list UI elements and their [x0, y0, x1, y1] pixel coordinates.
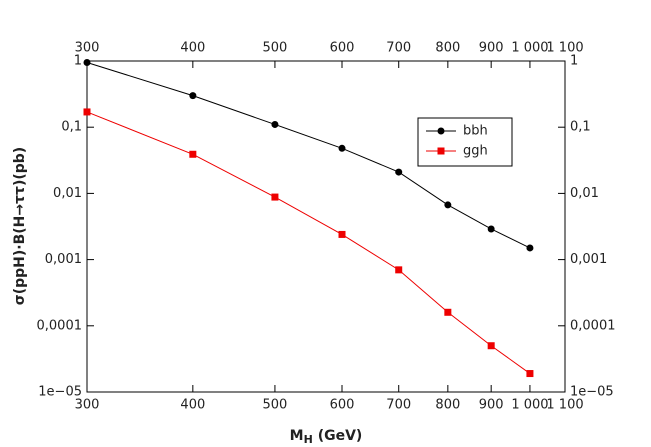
data-point [83, 58, 91, 66]
data-point [189, 150, 197, 158]
legend-label: ggh [463, 144, 488, 159]
plot-frame [86, 60, 566, 393]
y-tick-label-right: 0,1 [570, 120, 591, 135]
data-point [487, 342, 495, 350]
x-tick-label-top: 600 [330, 41, 355, 56]
legend-marker [437, 147, 445, 155]
x-tick-label: 1 100 [546, 398, 583, 413]
data-point [526, 244, 534, 252]
x-tick-label-top: 800 [435, 41, 460, 56]
y-tick-label: 0,01 [53, 186, 82, 201]
x-tick-label: 900 [479, 398, 504, 413]
x-axis-label: MH (GeV) [290, 428, 363, 446]
data-point [444, 201, 452, 209]
y-axis-label: σ(ppH)·B(H→ττ)(pb) [12, 147, 28, 305]
x-tick-label: 1 000 [511, 398, 548, 413]
x-tick-label-top: 300 [75, 41, 100, 56]
x-tick-label-top: 400 [180, 41, 205, 56]
x-tick-label: 400 [180, 398, 205, 413]
legend-box [417, 117, 513, 167]
data-point [271, 120, 279, 128]
y-tick-label: 0,1 [61, 120, 82, 135]
y-tick-label: 1e−05 [38, 385, 82, 400]
y-tick-label: 0,001 [45, 252, 82, 267]
x-tick-label: 700 [386, 398, 411, 413]
x-tick-label: 800 [435, 398, 460, 413]
data-point [395, 168, 403, 176]
y-tick-label-right: 1e−05 [570, 385, 614, 400]
data-point [444, 308, 452, 316]
y-tick-label: 0,0001 [37, 318, 83, 333]
series-line [86, 111, 531, 374]
y-tick-label-right: 0,0001 [570, 318, 616, 333]
data-point [83, 108, 91, 116]
x-tick-label-top: 1 100 [546, 41, 583, 56]
y-tick-label-right: 1 [570, 54, 578, 69]
x-tick-label-top: 500 [263, 41, 288, 56]
x-tick-label-top: 900 [479, 41, 504, 56]
y-tick-label: 1 [74, 54, 82, 69]
y-tick-label-right: 0,01 [570, 186, 599, 201]
data-point [338, 144, 346, 152]
data-point [526, 370, 534, 378]
y-tick-label-right: 0,001 [570, 252, 607, 267]
data-point [338, 230, 346, 238]
x-tick-label-top: 700 [386, 41, 411, 56]
data-point [395, 266, 403, 274]
x-tick-label-top: 1 000 [511, 41, 548, 56]
data-point [189, 92, 197, 100]
data-point [271, 193, 279, 201]
x-tick-label: 500 [263, 398, 288, 413]
x-tick-label: 300 [75, 398, 100, 413]
series-line [86, 61, 531, 249]
x-tick-label: 600 [330, 398, 355, 413]
data-point [487, 225, 495, 233]
legend-label: bbh [463, 124, 488, 139]
legend-marker [437, 127, 445, 135]
